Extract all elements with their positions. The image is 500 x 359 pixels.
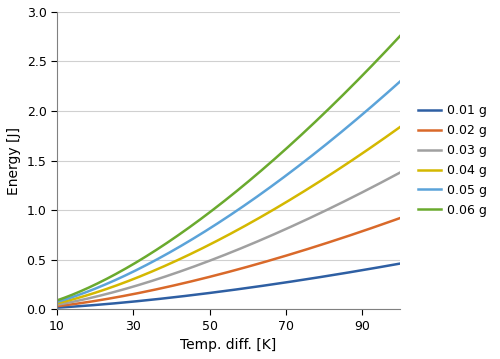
Line: 0.03 g: 0.03 g xyxy=(19,172,400,309)
Y-axis label: Energy [J]: Energy [J] xyxy=(7,126,21,195)
0.01 g xyxy=(243,286,249,290)
0.01 g xyxy=(16,307,22,311)
0.03 g xyxy=(398,170,404,174)
0.03 g xyxy=(197,262,203,266)
0.04 g xyxy=(200,246,205,251)
0.01 g xyxy=(222,289,228,293)
Legend: 0.01 g, 0.02 g, 0.03 g, 0.04 g, 0.05 g, 0.06 g: 0.01 g, 0.02 g, 0.03 g, 0.04 g, 0.05 g, … xyxy=(414,99,492,222)
0.05 g xyxy=(200,231,205,235)
Line: 0.05 g: 0.05 g xyxy=(19,81,400,309)
0.06 g xyxy=(197,218,203,222)
0.01 g xyxy=(200,292,205,296)
0.02 g xyxy=(328,239,334,244)
0.05 g xyxy=(388,87,394,92)
0.04 g xyxy=(197,247,203,252)
0.04 g xyxy=(388,131,394,136)
0.02 g xyxy=(388,219,394,223)
0.01 g xyxy=(197,292,203,296)
0.03 g xyxy=(222,252,228,257)
Line: 0.06 g: 0.06 g xyxy=(19,36,400,309)
0.06 g xyxy=(398,33,404,38)
0.06 g xyxy=(388,43,394,48)
0.04 g xyxy=(328,172,334,176)
0.06 g xyxy=(243,181,249,186)
0.02 g xyxy=(222,271,228,275)
0.05 g xyxy=(197,232,203,237)
0.05 g xyxy=(398,79,404,83)
0.04 g xyxy=(222,234,228,239)
0.06 g xyxy=(16,307,22,311)
0.01 g xyxy=(388,263,394,267)
0.06 g xyxy=(222,198,228,202)
0.04 g xyxy=(398,125,404,129)
0.04 g xyxy=(243,223,249,228)
0.04 g xyxy=(16,307,22,311)
0.03 g xyxy=(243,244,249,248)
0.05 g xyxy=(328,138,334,142)
0.06 g xyxy=(200,216,205,220)
0.03 g xyxy=(328,205,334,210)
0.03 g xyxy=(200,261,205,266)
0.01 g xyxy=(328,273,334,278)
0.03 g xyxy=(388,175,394,180)
0.05 g xyxy=(222,216,228,220)
0.03 g xyxy=(16,307,22,311)
0.02 g xyxy=(243,265,249,269)
0.05 g xyxy=(243,202,249,207)
0.02 g xyxy=(200,276,205,281)
0.01 g xyxy=(398,261,404,266)
0.02 g xyxy=(398,216,404,220)
0.06 g xyxy=(328,104,334,108)
0.02 g xyxy=(16,307,22,311)
Line: 0.02 g: 0.02 g xyxy=(19,218,400,309)
Line: 0.04 g: 0.04 g xyxy=(19,127,400,309)
0.05 g xyxy=(16,307,22,311)
X-axis label: Temp. diff. [K]: Temp. diff. [K] xyxy=(180,338,276,352)
0.02 g xyxy=(197,277,203,281)
Line: 0.01 g: 0.01 g xyxy=(19,264,400,309)
